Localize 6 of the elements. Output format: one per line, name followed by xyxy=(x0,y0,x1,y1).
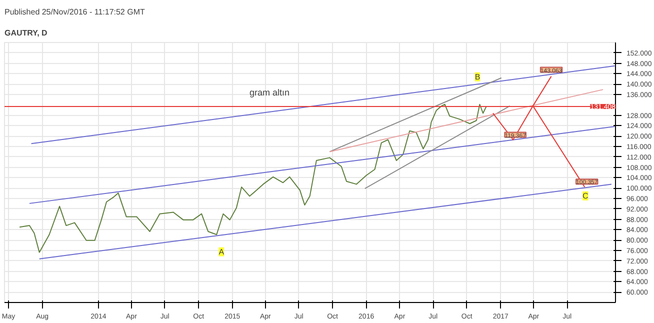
annotation: C xyxy=(582,191,589,200)
annotation: B xyxy=(474,72,480,82)
annotation: gram altın xyxy=(250,88,290,98)
chart-subtitle: Published 25/Nov/2016 - 11:17:52 GMT xyxy=(4,8,145,16)
annotation: A xyxy=(218,247,225,256)
chart-title: GAUTRY, D xyxy=(4,28,48,38)
